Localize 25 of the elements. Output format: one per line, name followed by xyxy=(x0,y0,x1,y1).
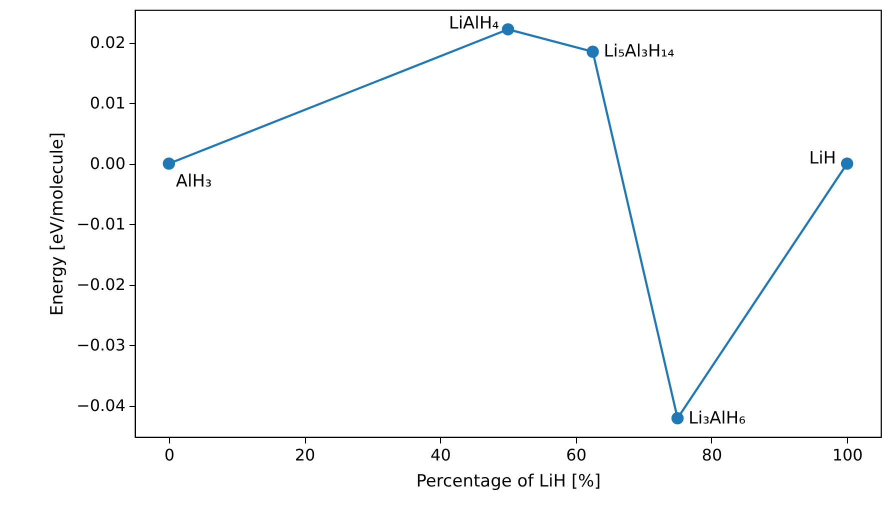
y-tick-label: 0.01 xyxy=(90,94,126,113)
y-axis-title: Energy [eV/molecule] xyxy=(47,132,68,316)
point xyxy=(840,158,854,170)
y-tick-label: −0.04 xyxy=(76,396,126,416)
point xyxy=(162,158,176,170)
x-tick-label: 40 xyxy=(430,446,451,464)
x-axis-title: Percentage of LiH [%] xyxy=(416,472,601,492)
point xyxy=(586,46,599,58)
point xyxy=(502,23,514,36)
annotation: LiH xyxy=(809,148,836,169)
point xyxy=(671,412,684,424)
annotation: LiAlH₄ xyxy=(448,13,500,34)
x-tick-label: 80 xyxy=(702,446,722,464)
x-tick-label: 60 xyxy=(566,446,586,464)
y-tick-label: −0.03 xyxy=(76,336,126,355)
y-tick-label: −0.02 xyxy=(76,275,126,294)
x-tick-label: 0 xyxy=(164,446,175,464)
y-tick-label: 0.00 xyxy=(90,154,126,174)
y-tick-label: 0.02 xyxy=(90,33,126,52)
x-tick-label: 100 xyxy=(832,446,863,464)
annotation: Li₅Al₃H₁₄ xyxy=(604,42,675,62)
annotation: AlH₃ xyxy=(176,172,212,192)
annotation: Li₃AlH₆ xyxy=(688,408,746,428)
x-tick-label: 20 xyxy=(294,446,316,464)
y-tick-label: −0.01 xyxy=(76,214,126,234)
